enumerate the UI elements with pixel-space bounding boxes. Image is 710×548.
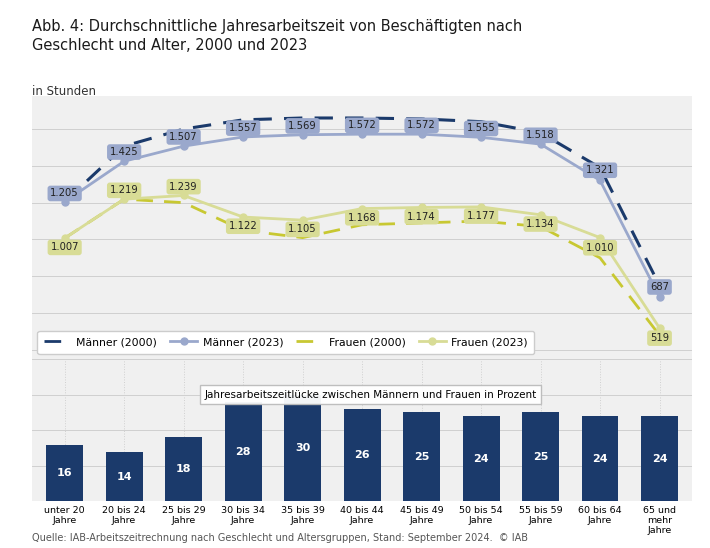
Text: Abb. 4: Durchschnittliche Jahresarbeitszeit von Beschäftigten nach
Geschlecht un: Abb. 4: Durchschnittliche Jahresarbeitsz… bbox=[32, 19, 522, 53]
Bar bbox=[463, 416, 500, 501]
Text: 1.205: 1.205 bbox=[50, 189, 79, 198]
Text: 1.105: 1.105 bbox=[288, 224, 317, 235]
Text: 1.555: 1.555 bbox=[466, 123, 496, 134]
Bar bbox=[165, 437, 202, 501]
Bar bbox=[641, 416, 678, 501]
Text: 1.219: 1.219 bbox=[110, 185, 138, 195]
Text: 1.174: 1.174 bbox=[408, 212, 436, 221]
Text: 1.177: 1.177 bbox=[466, 211, 496, 221]
Text: 1.010: 1.010 bbox=[586, 243, 614, 253]
Text: 1.557: 1.557 bbox=[229, 123, 258, 133]
Text: 1.321: 1.321 bbox=[586, 165, 614, 175]
Text: 1.572: 1.572 bbox=[348, 121, 376, 130]
Bar bbox=[344, 409, 381, 501]
Text: 1.239: 1.239 bbox=[169, 181, 198, 192]
Text: 25: 25 bbox=[414, 452, 430, 462]
Text: Quelle: IAB-Arbeitszeitrechnung nach Geschlecht und Altersgruppen, Stand: Septem: Quelle: IAB-Arbeitszeitrechnung nach Ges… bbox=[32, 533, 528, 543]
Bar bbox=[224, 402, 261, 501]
Text: 1.572: 1.572 bbox=[408, 121, 436, 130]
Text: 1.518: 1.518 bbox=[526, 130, 555, 140]
Text: 24: 24 bbox=[474, 454, 489, 464]
Bar bbox=[106, 452, 143, 501]
Text: in Stunden: in Stunden bbox=[32, 85, 96, 98]
Text: 519: 519 bbox=[650, 333, 669, 343]
Text: 1.122: 1.122 bbox=[229, 221, 258, 231]
Text: 16: 16 bbox=[57, 468, 72, 478]
Text: 1.134: 1.134 bbox=[526, 219, 555, 229]
Legend: Männer (2000), Männer (2023), Frauen (2000), Frauen (2023): Männer (2000), Männer (2023), Frauen (20… bbox=[38, 330, 535, 353]
Bar bbox=[46, 444, 83, 501]
Text: 1.425: 1.425 bbox=[110, 147, 138, 157]
Text: 14: 14 bbox=[116, 471, 132, 482]
Text: 1.168: 1.168 bbox=[348, 213, 376, 222]
Text: Jahresarbeitszeitlücke zwischen Männern und Frauen in Prozent: Jahresarbeitszeitlücke zwischen Männern … bbox=[204, 390, 537, 399]
Text: 24: 24 bbox=[652, 454, 667, 464]
Text: 30: 30 bbox=[295, 443, 310, 453]
Bar bbox=[403, 413, 440, 501]
Bar bbox=[522, 413, 559, 501]
Bar bbox=[581, 416, 618, 501]
Text: 1.569: 1.569 bbox=[288, 121, 317, 131]
Text: 18: 18 bbox=[176, 464, 192, 475]
Text: 24: 24 bbox=[592, 454, 608, 464]
Text: 26: 26 bbox=[354, 450, 370, 460]
Text: 687: 687 bbox=[650, 282, 669, 292]
Bar bbox=[284, 395, 321, 501]
Text: 25: 25 bbox=[533, 452, 548, 462]
Text: 1.507: 1.507 bbox=[169, 132, 198, 142]
Text: 1.007: 1.007 bbox=[50, 242, 79, 253]
Text: 28: 28 bbox=[236, 447, 251, 456]
